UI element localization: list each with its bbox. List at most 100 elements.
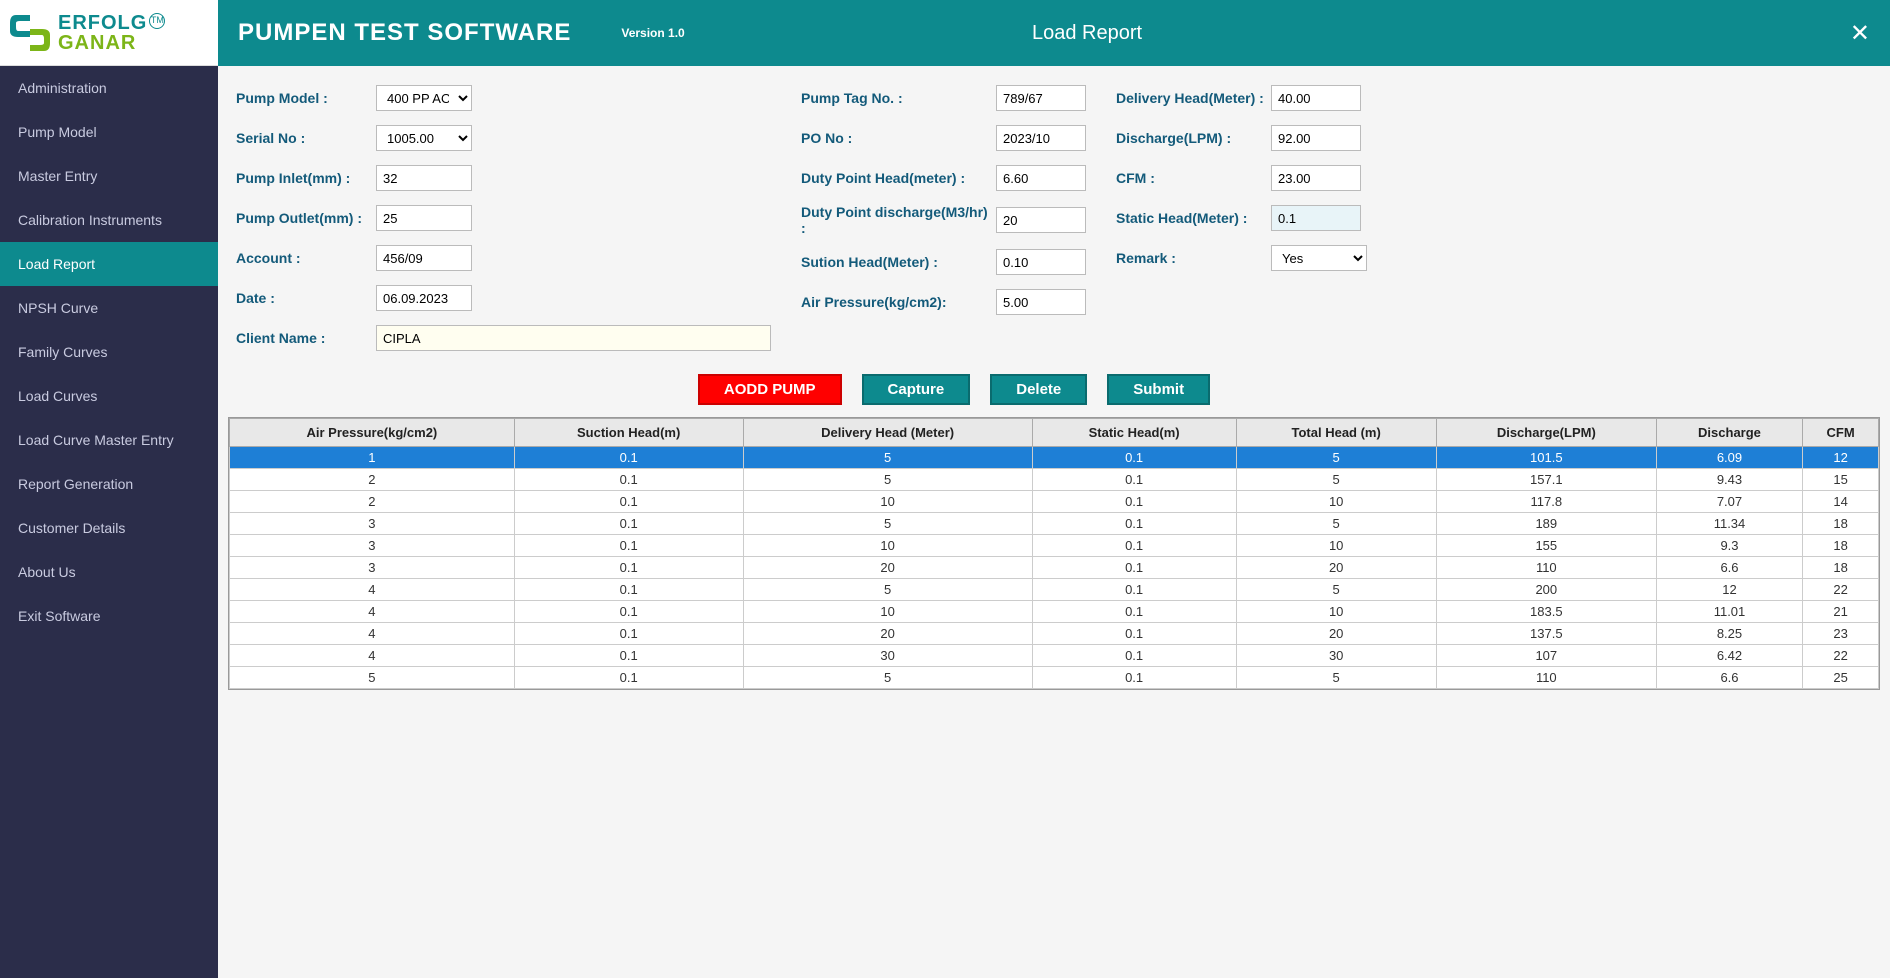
serial-no-select[interactable]: 1005.00 [376, 125, 472, 151]
column-header[interactable]: Delivery Head (Meter) [743, 419, 1032, 447]
column-header[interactable]: Air Pressure(kg/cm2) [230, 419, 515, 447]
table-cell: 5 [1236, 579, 1436, 601]
table-row[interactable]: 40.1300.1301076.4222 [230, 645, 1879, 667]
delivery-head-input[interactable] [1271, 85, 1361, 111]
table-cell: 10 [743, 535, 1032, 557]
remark-label: Remark : [1116, 250, 1271, 266]
sidebar-item-load-report[interactable]: Load Report [0, 242, 218, 286]
app-version: Version 1.0 [621, 26, 684, 40]
table-cell: 30 [1236, 645, 1436, 667]
page-title: Load Report [1032, 22, 1142, 45]
table-cell: 0.1 [1032, 447, 1236, 469]
table-cell: 5 [1236, 667, 1436, 689]
cfm-input[interactable] [1271, 165, 1361, 191]
duty-head-input[interactable] [996, 165, 1086, 191]
table-cell: 18 [1803, 513, 1879, 535]
pump-tag-input[interactable] [996, 85, 1086, 111]
table-cell: 0.1 [1032, 557, 1236, 579]
table-row[interactable]: 20.150.15157.19.4315 [230, 469, 1879, 491]
table-cell: 15 [1803, 469, 1879, 491]
static-head-input[interactable] [1271, 205, 1361, 231]
sidebar-item-load-curve-master-entry[interactable]: Load Curve Master Entry [0, 418, 218, 462]
sidebar-item-administration[interactable]: Administration [0, 66, 218, 110]
table-cell: 10 [1236, 601, 1436, 623]
table-cell: 6.6 [1656, 667, 1802, 689]
delivery-head-label: Delivery Head(Meter) : [1116, 90, 1271, 106]
table-cell: 4 [230, 623, 515, 645]
table-row[interactable]: 30.1200.1201106.618 [230, 557, 1879, 579]
table-cell: 0.1 [514, 491, 743, 513]
table-cell: 183.5 [1436, 601, 1656, 623]
discharge-lpm-input[interactable] [1271, 125, 1361, 151]
column-header[interactable]: CFM [1803, 419, 1879, 447]
account-input[interactable] [376, 245, 472, 271]
table-cell: 1 [230, 447, 515, 469]
sidebar-item-report-generation[interactable]: Report Generation [0, 462, 218, 506]
aodd-pump-button[interactable]: AODD PUMP [698, 374, 842, 405]
table-cell: 0.1 [1032, 623, 1236, 645]
client-name-input[interactable] [376, 325, 771, 351]
date-label: Date : [236, 290, 376, 306]
table-cell: 3 [230, 535, 515, 557]
column-header[interactable]: Discharge(LPM) [1436, 419, 1656, 447]
table-row[interactable]: 30.150.1518911.3418 [230, 513, 1879, 535]
table-cell: 5 [743, 469, 1032, 491]
table-cell: 21 [1803, 601, 1879, 623]
pump-inlet-input[interactable] [376, 165, 472, 191]
table-cell: 25 [1803, 667, 1879, 689]
suction-head-input[interactable] [996, 249, 1086, 275]
table-cell: 5 [743, 513, 1032, 535]
sidebar-item-npsh-curve[interactable]: NPSH Curve [0, 286, 218, 330]
table-cell: 137.5 [1436, 623, 1656, 645]
sidebar: AdministrationPump ModelMaster EntryCali… [0, 66, 218, 978]
table-cell: 20 [1236, 623, 1436, 645]
table-row[interactable]: 10.150.15101.56.0912 [230, 447, 1879, 469]
table-row[interactable]: 40.1200.120137.58.2523 [230, 623, 1879, 645]
table-cell: 12 [1656, 579, 1802, 601]
sidebar-item-master-entry[interactable]: Master Entry [0, 154, 218, 198]
po-no-label: PO No : [801, 130, 996, 146]
table-cell: 0.1 [1032, 645, 1236, 667]
table-row[interactable]: 40.150.152001222 [230, 579, 1879, 601]
delete-button[interactable]: Delete [990, 374, 1087, 405]
table-row[interactable]: 20.1100.110117.87.0714 [230, 491, 1879, 513]
app-title: PUMPEN TEST SOFTWARE [238, 19, 571, 47]
pump-outlet-input[interactable] [376, 205, 472, 231]
table-cell: 0.1 [1032, 513, 1236, 535]
sidebar-item-exit-software[interactable]: Exit Software [0, 594, 218, 638]
air-pressure-input[interactable] [996, 289, 1086, 315]
po-no-input[interactable] [996, 125, 1086, 151]
date-input[interactable] [376, 285, 472, 311]
table-cell: 189 [1436, 513, 1656, 535]
close-icon[interactable]: ✕ [1850, 19, 1870, 48]
pump-outlet-label: Pump Outlet(mm) : [236, 210, 376, 226]
table-cell: 0.1 [1032, 667, 1236, 689]
remark-select[interactable]: Yes [1271, 245, 1367, 271]
sidebar-item-pump-model[interactable]: Pump Model [0, 110, 218, 154]
table-cell: 155 [1436, 535, 1656, 557]
column-header[interactable]: Discharge [1656, 419, 1802, 447]
column-header[interactable]: Suction Head(m) [514, 419, 743, 447]
table-cell: 14 [1803, 491, 1879, 513]
duty-discharge-input[interactable] [996, 207, 1086, 233]
table-row[interactable]: 30.1100.1101559.318 [230, 535, 1879, 557]
table-row[interactable]: 50.150.151106.625 [230, 667, 1879, 689]
sidebar-item-about-us[interactable]: About Us [0, 550, 218, 594]
table-cell: 200 [1436, 579, 1656, 601]
column-header[interactable]: Total Head (m) [1236, 419, 1436, 447]
logo-tm: TM [149, 13, 165, 29]
submit-button[interactable]: Submit [1107, 374, 1210, 405]
capture-button[interactable]: Capture [862, 374, 971, 405]
table-cell: 11.34 [1656, 513, 1802, 535]
table-cell: 10 [743, 491, 1032, 513]
table-cell: 0.1 [1032, 491, 1236, 513]
sidebar-item-load-curves[interactable]: Load Curves [0, 374, 218, 418]
sidebar-item-family-curves[interactable]: Family Curves [0, 330, 218, 374]
table-row[interactable]: 40.1100.110183.511.0121 [230, 601, 1879, 623]
pump-model-select[interactable]: 400 PP AODI [376, 85, 472, 111]
table-cell: 6.6 [1656, 557, 1802, 579]
column-header[interactable]: Static Head(m) [1032, 419, 1236, 447]
table-cell: 2 [230, 491, 515, 513]
sidebar-item-calibration-instruments[interactable]: Calibration Instruments [0, 198, 218, 242]
sidebar-item-customer-details[interactable]: Customer Details [0, 506, 218, 550]
